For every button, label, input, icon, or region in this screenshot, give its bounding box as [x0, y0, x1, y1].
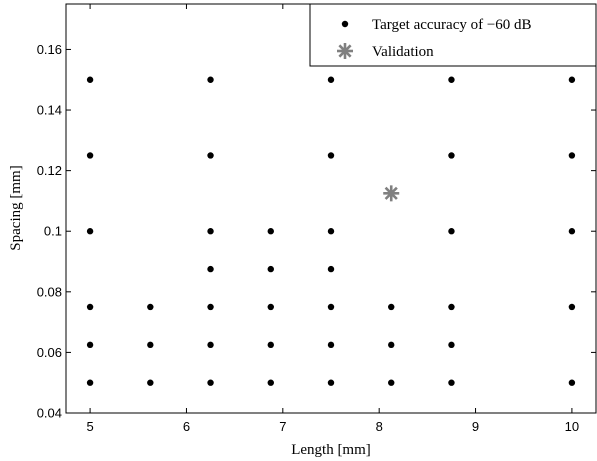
validation-point-0 [383, 185, 400, 202]
target-point-12 [207, 265, 214, 273]
tick-labels: 5 6 7 8 9 10 0.04 0.06 0.08 0.1 0.12 0.14 0.16 [37, 42, 579, 434]
x-tick-label-4: 9 [472, 419, 479, 434]
target-point-30 [388, 303, 395, 311]
x-axis-label: Length [mm] [291, 442, 371, 458]
target-point-3 [86, 228, 94, 235]
y-tick-label-0: 0.04 [37, 406, 62, 421]
y-axis-label: Spacing [mm] [8, 165, 24, 250]
legend-dot-icon [341, 20, 349, 28]
target-point-39 [568, 228, 576, 235]
legend-asterisk-icon [337, 43, 353, 59]
target-point-31 [448, 379, 455, 386]
target-point-26 [327, 152, 335, 159]
target-point-19 [267, 265, 274, 273]
target-point-20 [267, 228, 274, 235]
legend-label-target: Target accuracy of −60 dB [372, 17, 532, 33]
target-point-14 [207, 152, 214, 159]
target-point-38 [568, 303, 576, 311]
legend-box [309, 3, 597, 67]
target-point-34 [448, 228, 455, 235]
target-point-15 [207, 76, 214, 83]
target-point-25 [327, 228, 335, 235]
y-tick-label-6: 0.16 [37, 42, 62, 57]
target-point-36 [448, 76, 455, 83]
target-point-17 [267, 341, 274, 349]
target-point-16 [267, 379, 274, 386]
legend-label-validation: Validation [372, 44, 434, 60]
target-point-40 [568, 152, 576, 159]
y-tick-label-1: 0.06 [37, 345, 62, 360]
target-point-29 [388, 341, 395, 349]
target-point-23 [327, 303, 335, 311]
x-tick-label-2: 7 [279, 419, 286, 434]
target-point-7 [147, 341, 154, 349]
target-point-35 [448, 152, 455, 159]
target-point-5 [86, 76, 94, 83]
data-points [86, 76, 576, 386]
x-tick-label-1: 6 [183, 419, 190, 434]
target-point-1 [86, 341, 94, 349]
target-point-6 [147, 379, 154, 386]
target-point-27 [327, 76, 335, 83]
target-point-8 [147, 303, 154, 311]
target-point-10 [207, 341, 214, 349]
y-tick-label-4: 0.12 [37, 163, 62, 178]
x-tick-label-3: 8 [376, 419, 383, 434]
target-point-21 [327, 379, 335, 386]
target-point-11 [207, 303, 214, 311]
target-point-4 [86, 152, 94, 159]
target-point-41 [568, 76, 576, 83]
target-point-28 [388, 379, 395, 386]
x-tick-label-0: 5 [86, 419, 93, 434]
legend: Target accuracy of −60 dB Validation [309, 3, 597, 67]
x-tick-label-5: 10 [565, 419, 579, 434]
target-point-33 [448, 303, 455, 311]
target-point-9 [207, 379, 214, 386]
target-point-13 [207, 228, 214, 235]
target-point-32 [448, 341, 455, 349]
target-point-37 [568, 379, 576, 386]
target-point-24 [327, 265, 335, 273]
target-point-22 [327, 341, 335, 349]
y-tick-label-2: 0.08 [37, 284, 62, 299]
target-point-2 [86, 303, 94, 311]
legend-marker-target [341, 20, 349, 28]
y-tick-label-5: 0.14 [37, 103, 62, 118]
target-point-18 [267, 303, 274, 311]
legend-marker-validation [337, 43, 353, 59]
y-tick-label-3: 0.1 [44, 224, 62, 239]
target-point-0 [86, 379, 94, 386]
